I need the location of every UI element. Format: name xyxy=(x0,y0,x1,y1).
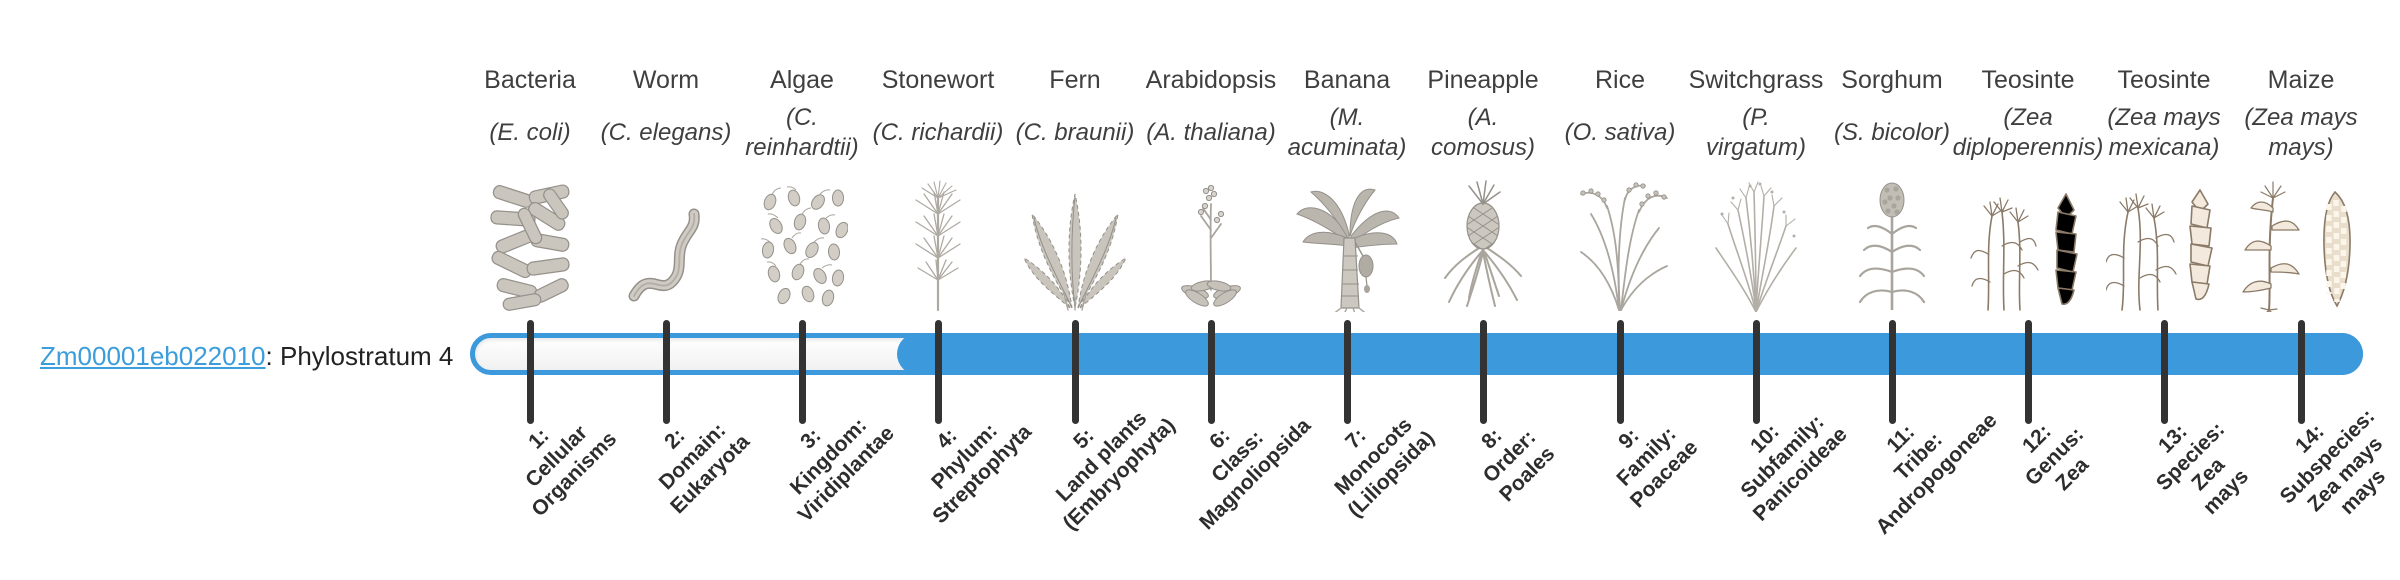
organism-column: Banana (M. acuminata) 7: Monocots (Lilio… xyxy=(1279,0,1439,580)
organism-species: (A. comosus) xyxy=(1430,104,1536,161)
organism-name: Bacteria xyxy=(484,66,576,94)
organism-name: Sorghum xyxy=(1841,66,1943,94)
organism-species: (E. coli) xyxy=(489,119,571,146)
organism-species: (O. sativa) xyxy=(1564,119,1676,146)
organism-name: Switchgrass xyxy=(1688,66,1824,94)
organism-species: (A. thaliana) xyxy=(1146,119,1276,146)
organism-species: (Zea mays mexicana) xyxy=(2107,104,2221,161)
phylostratum-tick xyxy=(934,320,942,424)
organism-column: Sorghum (S. bicolor) 11: Tribe: Andropog… xyxy=(1824,0,2002,580)
banana-icon xyxy=(1279,168,1415,312)
organism-name: Rice xyxy=(1594,66,1646,94)
organism-species: (C. elegans) xyxy=(600,119,732,146)
phylostratum-tick xyxy=(662,320,670,424)
maize-icon xyxy=(2233,168,2369,312)
organism-column: Maize (Zea mays mays) 14: Subspecies: Ze… xyxy=(2233,0,2390,580)
organism-column: Switchgrass (P. virgatum) 10: Subfamily:… xyxy=(1688,0,1852,580)
phylostratum-tick xyxy=(1752,320,1760,424)
organism-name: Algae xyxy=(770,66,834,94)
gene-label: Zm00001eb022010: Phylostratum 4 xyxy=(40,341,453,372)
organism-species: (C. richardii) xyxy=(872,119,1004,146)
teosinte-diploperennis-icon xyxy=(1960,168,2096,312)
phylostratum-tick xyxy=(1207,320,1215,424)
phylostratum-tick xyxy=(2160,320,2168,424)
organism-name: Teosinte xyxy=(1981,66,2075,94)
organism-name: Stonewort xyxy=(881,66,995,94)
gene-id-link[interactable]: Zm00001eb022010 xyxy=(40,341,266,371)
stonewort-icon xyxy=(870,168,1006,312)
organism-species: (S. bicolor) xyxy=(1833,119,1951,146)
organism-column: Worm (C. elegans) 2: Domain: Eukaryota xyxy=(598,0,755,580)
stratum-label: 14: Subspecies: Zea mays mays xyxy=(2275,404,2390,519)
algae-icon xyxy=(734,168,870,312)
phylostratum-tick xyxy=(1071,320,1079,424)
phylostrata-filled-bar xyxy=(897,333,2363,375)
phylostratum-tick xyxy=(1616,320,1624,424)
organism-species: (Zea mays mays) xyxy=(2244,104,2358,161)
organism-species: (M. acuminata) xyxy=(1287,104,1407,161)
organism-name: Maize xyxy=(2267,66,2335,94)
arabidopsis-icon xyxy=(1143,168,1279,312)
gene-phylostratum-text: : Phylostratum 4 xyxy=(265,341,454,371)
phylostratum-tick xyxy=(526,320,534,424)
organism-species: (P. virgatum) xyxy=(1705,104,1807,161)
worm-icon xyxy=(598,168,734,312)
organism-species: (Zea diploperennis) xyxy=(1952,104,2104,161)
rice-icon xyxy=(1552,168,1688,312)
teosinte-mexicana-icon xyxy=(2096,168,2232,312)
organism-name: Pineapple xyxy=(1427,66,1539,94)
organism-column: Algae (C. reinhardtii) 3: Kingdom: Virid… xyxy=(734,0,898,580)
organism-name: Arabidopsis xyxy=(1145,66,1277,94)
organism-column: Rice (O. sativa) 9: Family: Poaceae xyxy=(1552,0,1703,580)
phylostratum-tick xyxy=(1479,320,1487,424)
organism-name: Fern xyxy=(1049,66,1101,94)
phylostratum-tick xyxy=(1343,320,1351,424)
switchgrass-icon xyxy=(1688,168,1824,312)
organism-name: Worm xyxy=(632,66,700,94)
phylostratum-tick xyxy=(2024,320,2032,424)
phylostratum-tick xyxy=(1888,320,1896,424)
bacteria-icon xyxy=(462,168,598,312)
pineapple-icon xyxy=(1415,168,1551,312)
organism-name: Banana xyxy=(1303,66,1391,94)
fern-icon xyxy=(1007,168,1143,312)
phylostratum-tick xyxy=(2297,320,2305,424)
organism-column: Stonewort (C. richardii) 4: Phylum: Stre… xyxy=(870,0,1036,580)
organism-species: (C. braunii) xyxy=(1015,119,1135,146)
organism-column: Teosinte (Zea diploperennis) 12: Genus: … xyxy=(1953,0,2104,580)
organism-column: Teosinte (Zea mays mexicana) 13: Species… xyxy=(2096,0,2253,580)
organism-column: Arabidopsis (A. thaliana) 6: Class: Magn… xyxy=(1143,0,1316,580)
phylostratum-tick xyxy=(798,320,806,424)
sorghum-icon xyxy=(1824,168,1960,312)
organism-column: Pineapple (A. comosus) 8: Order: Poales xyxy=(1415,0,1559,580)
organism-species: (C. reinhardtii) xyxy=(745,104,859,161)
organism-name: Teosinte xyxy=(2117,66,2211,94)
organism-column: Fern (C. braunii) 5: Land plants (Embryo… xyxy=(1007,0,1180,580)
organism-column: Bacteria (E. coli) 1: Cellular Organisms xyxy=(462,0,621,580)
